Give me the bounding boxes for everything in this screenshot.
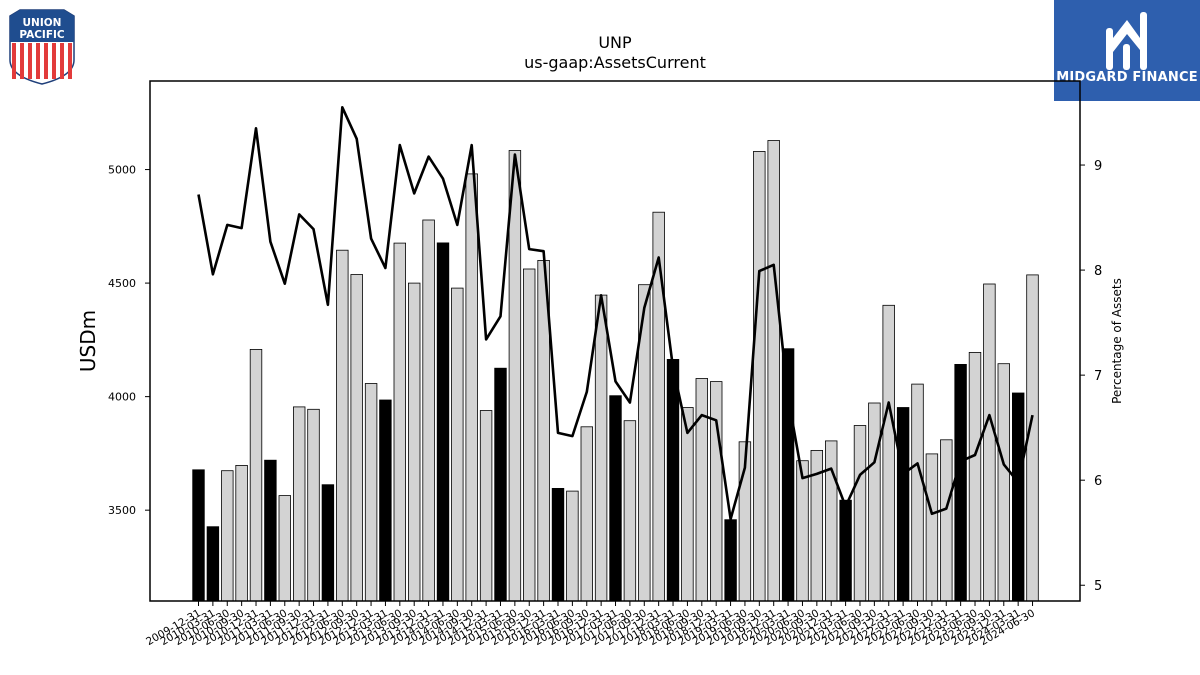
midgard-brand-text: MIDGARD FINANCE — [1056, 70, 1198, 85]
bar — [494, 367, 507, 602]
shield-stripe — [44, 43, 48, 79]
bar — [451, 287, 464, 602]
bar — [508, 150, 522, 602]
bar — [307, 408, 320, 602]
percentage-line — [197, 106, 1034, 521]
bar — [479, 410, 493, 602]
bar — [249, 348, 263, 602]
bar — [695, 378, 709, 602]
bar — [911, 383, 924, 602]
bar — [796, 460, 809, 602]
bar — [839, 499, 852, 602]
y2-tick-label: 8 — [1094, 264, 1102, 279]
bar — [753, 150, 766, 602]
y-tick-label: 3500 — [108, 504, 136, 517]
bar — [954, 363, 967, 602]
bar — [235, 464, 248, 602]
line-series — [197, 106, 1034, 521]
bar — [623, 420, 637, 602]
y2-axis-label: Percentage of Assets — [1110, 278, 1124, 404]
bar — [436, 242, 450, 602]
shield-stripe — [68, 43, 72, 79]
bar — [1012, 392, 1025, 602]
shield-stripe — [52, 43, 56, 79]
chart-title: UNP — [598, 33, 632, 52]
shield-stripe — [36, 43, 40, 79]
bar — [853, 425, 867, 602]
bar — [724, 519, 737, 602]
bar — [940, 439, 953, 602]
bar — [523, 268, 536, 602]
bar — [364, 383, 378, 602]
y-tick-label: 4500 — [108, 277, 136, 290]
midgard-finance-logo: MIDGARD FINANCE — [1054, 0, 1200, 101]
bar — [350, 274, 363, 602]
bar — [594, 294, 608, 602]
chart-subtitle: us-gaap:AssetsCurrent — [524, 53, 706, 72]
x-axis: 2009-12-312010-03-312010-06-302010-09-30… — [144, 601, 1037, 648]
bar — [379, 399, 392, 602]
bar — [221, 470, 234, 602]
y-axis-left: 3500 4000 4500 5000 — [108, 164, 150, 517]
shield-stripe — [20, 43, 24, 79]
bar — [278, 495, 292, 602]
bar — [566, 490, 579, 602]
bar — [681, 407, 694, 602]
bar — [551, 487, 565, 602]
bar — [192, 469, 205, 602]
bar — [292, 406, 306, 602]
midgard-mark-icon — [1106, 12, 1147, 70]
shield-stripe — [60, 43, 64, 79]
logo-line-2: PACIFIC — [19, 29, 65, 41]
y-tick-label: 5000 — [108, 164, 136, 177]
bar — [422, 219, 435, 602]
bar — [968, 351, 982, 602]
bar — [666, 358, 680, 602]
bar — [321, 484, 335, 602]
y-axis-label: USDm — [76, 310, 100, 372]
bar — [580, 426, 594, 602]
bar-series — [192, 140, 1039, 602]
bar — [882, 304, 895, 602]
y-tick-label: 4000 — [108, 391, 136, 404]
bar — [868, 402, 881, 602]
bar — [997, 363, 1011, 602]
plot-frame — [149, 80, 1081, 602]
shield-stripe — [12, 43, 16, 79]
bar — [925, 453, 939, 602]
bar — [465, 173, 478, 602]
bar — [896, 407, 910, 602]
y2-tick-label: 7 — [1094, 369, 1102, 384]
bar — [264, 459, 277, 602]
union-pacific-logo: UNION PACIFIC — [9, 9, 75, 85]
y2-tick-label: 5 — [1094, 579, 1102, 594]
y2-tick-label: 6 — [1094, 474, 1102, 489]
bar — [609, 395, 622, 602]
shield-stripe — [28, 43, 32, 79]
bar — [825, 440, 838, 602]
bar — [767, 140, 780, 602]
bar — [983, 283, 996, 602]
bar — [710, 381, 723, 602]
logo-line-1: UNION — [23, 17, 62, 29]
bar — [336, 249, 349, 602]
bar — [407, 282, 421, 602]
y-axis-right: 5 6 7 8 9 — [1080, 159, 1102, 594]
y2-tick-label: 9 — [1094, 159, 1102, 174]
bar — [393, 242, 407, 602]
bar — [206, 526, 220, 602]
